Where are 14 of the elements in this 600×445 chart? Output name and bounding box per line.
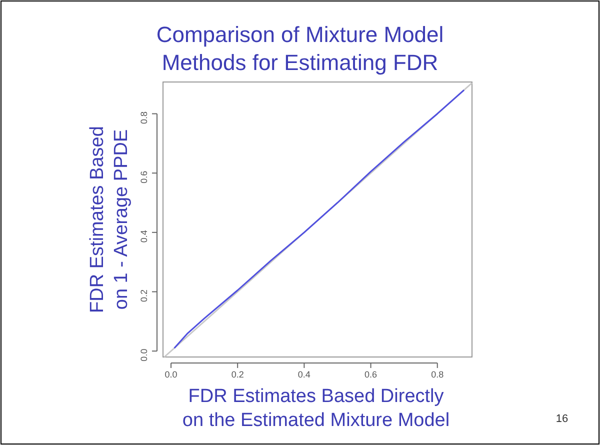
y-tick-label: 0.4 <box>139 230 150 243</box>
y-tick-label: 0.8 <box>139 111 150 124</box>
x-tick-label: 0.8 <box>431 369 444 380</box>
y-tick-label: 0.6 <box>139 170 150 184</box>
y-tick-label: 0.2 <box>139 289 150 302</box>
x-tick-label: 0.0 <box>164 369 178 380</box>
text: 16 <box>556 413 568 425</box>
x-tick-label: 0.2 <box>231 369 244 380</box>
x-tick-label: 0.6 <box>364 369 378 380</box>
y-axis-title: FDR Estimates Based on 1 - Average PPDE <box>87 126 132 313</box>
x-tick-label: 0.4 <box>298 369 310 380</box>
y-tick-label: 0.0 <box>139 348 150 362</box>
x-axis-title: FDR Estimates Based Directly on the Estimated Mixture Model <box>182 386 450 431</box>
chart-title: Comparison of Mixture Model Methods for Estimating FDR <box>156 22 444 75</box>
